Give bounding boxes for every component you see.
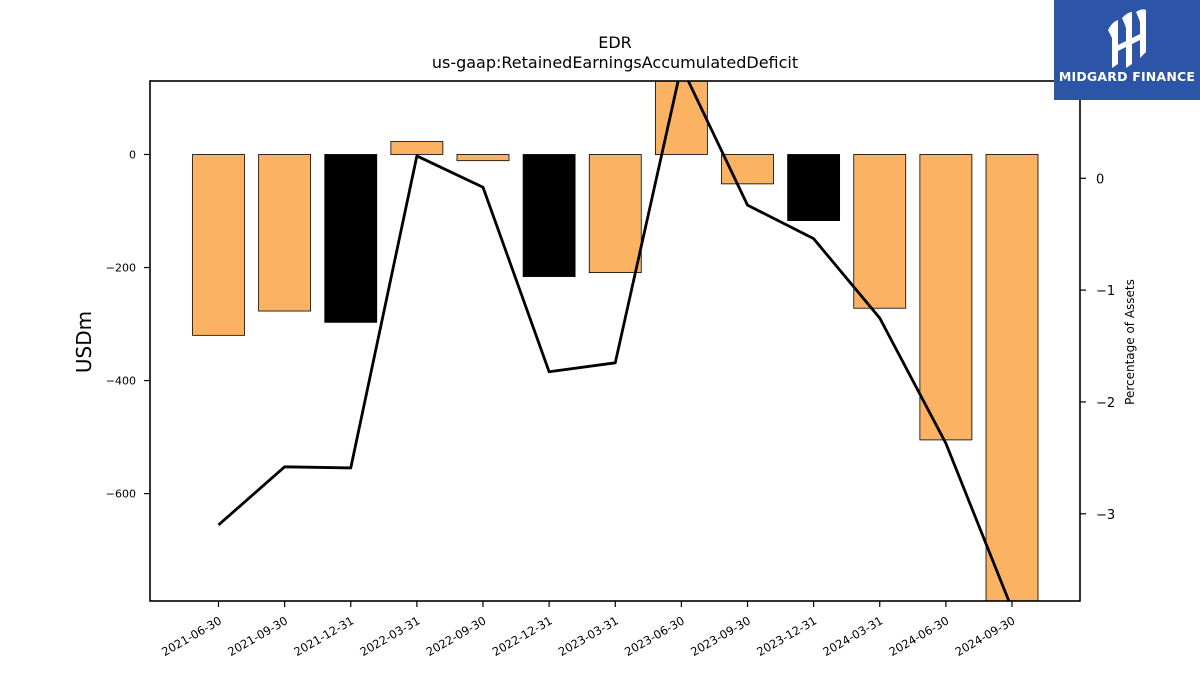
y-tick-label-right: 0 xyxy=(1096,172,1104,187)
x-tick-label: 2024-09-30 xyxy=(953,613,1018,659)
y-tick-label-right: −2 xyxy=(1096,396,1115,411)
line-layer xyxy=(217,81,1011,601)
bar-2024-03-31 xyxy=(853,154,907,309)
chart-subtitle: us-gaap:RetainedEarningsAccumulatedDefic… xyxy=(432,53,798,72)
y-tick-label-left: −600 xyxy=(106,488,136,501)
bar-2022-09-30 xyxy=(456,154,510,162)
x-tick-label: 2022-09-30 xyxy=(424,613,489,659)
y-tick-label-right: −3 xyxy=(1096,508,1115,523)
bar-2024-09-30 xyxy=(985,154,1039,601)
y-axis-label-right: Percentage of Assets xyxy=(1123,279,1137,405)
x-tick-label: 2021-06-30 xyxy=(159,613,224,659)
bar-2023-12-31 xyxy=(787,154,841,222)
bar-2022-12-31 xyxy=(522,154,576,277)
y-tick-label-left: −400 xyxy=(106,375,136,388)
x-tick-label: 2023-12-31 xyxy=(754,613,819,659)
x-tick-label: 2021-09-30 xyxy=(225,613,290,659)
x-tick-label: 2024-03-31 xyxy=(820,613,885,659)
brand-mark-icon xyxy=(1108,9,1146,68)
bars-layer xyxy=(192,81,1039,601)
bar-2021-06-30 xyxy=(192,154,245,336)
y-tick-label-left: −200 xyxy=(106,262,136,275)
x-tick-label: 2023-09-30 xyxy=(688,613,753,659)
bar-2023-03-31 xyxy=(588,154,642,274)
bar-2021-12-31 xyxy=(324,154,378,323)
y-axis-label-left: USDm xyxy=(72,311,96,373)
bar-2021-09-30 xyxy=(258,154,312,312)
brand-logo: MIDGARD FINANCE xyxy=(1054,0,1200,100)
y-tick-label-left: 0 xyxy=(129,148,136,161)
bar-2024-06-30 xyxy=(919,154,973,441)
x-tick-label: 2022-12-31 xyxy=(490,613,555,659)
x-tick-label: 2023-06-30 xyxy=(622,613,687,659)
bar-2022-03-31 xyxy=(390,141,444,155)
chart-title: EDR xyxy=(598,33,632,52)
x-tick-label: 2022-03-31 xyxy=(357,613,422,659)
line-series-percentage-of-assets xyxy=(217,81,1011,601)
y-tick-label-right: −1 xyxy=(1096,284,1115,299)
brand-name: MIDGARD FINANCE xyxy=(1058,69,1196,84)
x-tick-label: 2021-12-31 xyxy=(291,613,356,659)
x-tick-label: 2023-03-31 xyxy=(556,613,621,659)
x-tick-label: 2024-06-30 xyxy=(886,613,951,659)
